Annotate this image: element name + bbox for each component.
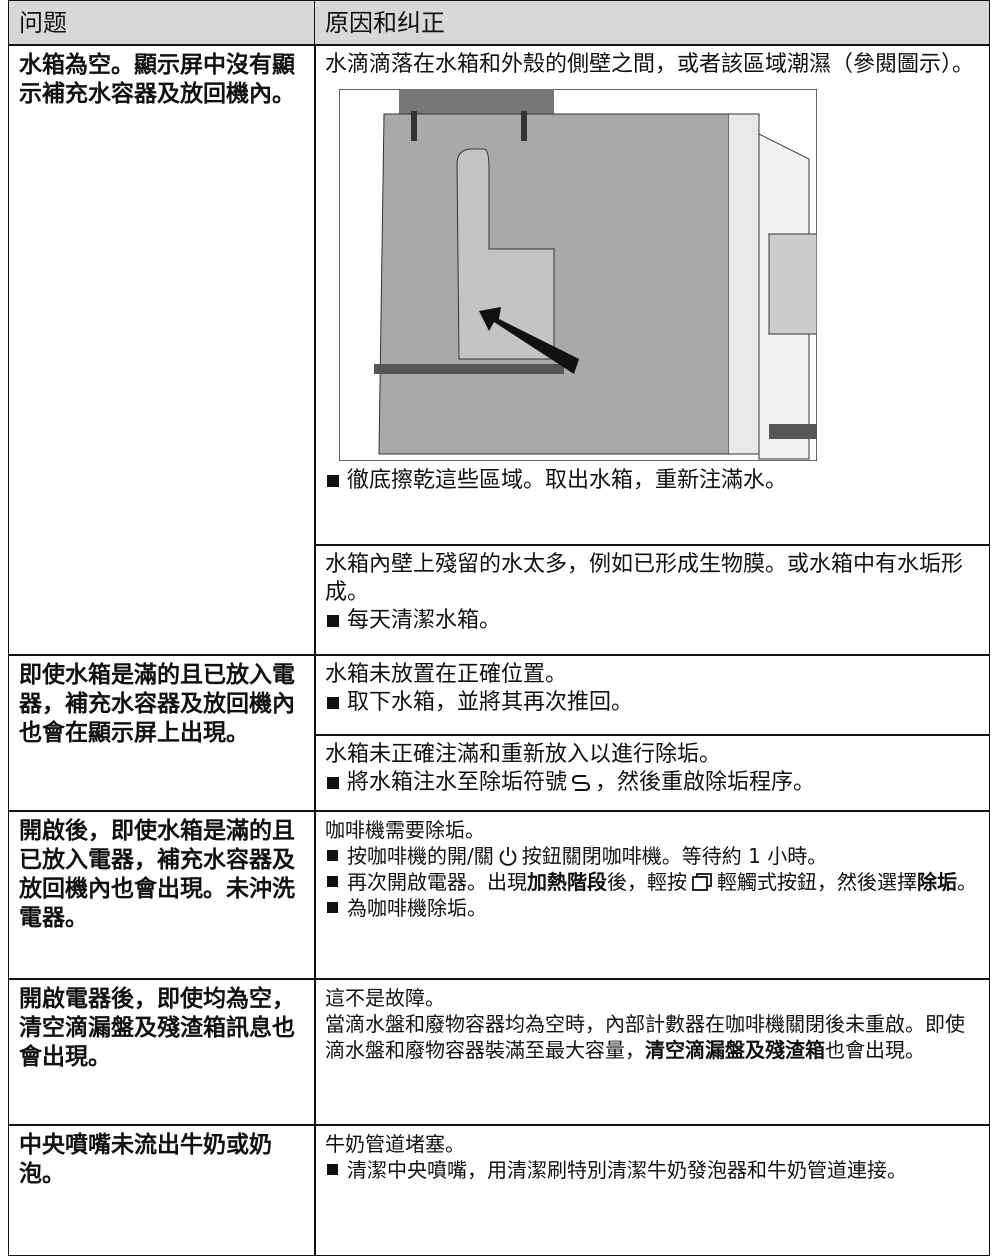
header-text: 原因和纠正: [325, 9, 445, 37]
cause: 咖啡機需要除垢。: [325, 818, 485, 842]
problem-cell: 中央噴嘴未流出牛奶或奶泡。: [8, 1124, 316, 1256]
cause-cell: 水箱內壁上殘留的水太多，例如已形成生物膜。或水箱中有水垢形成。 每天清潔水箱。: [314, 544, 990, 656]
bullet-text: 後，輕按: [607, 870, 687, 894]
header-cell: 原因和纠正: [314, 0, 990, 46]
paragraph: 當滴水盤和廢物容器均為空時，內部計數器在咖啡機關閉後未重啟。即使滴水盤和廢物容器…: [325, 1011, 979, 1063]
illustration: [339, 89, 817, 461]
bullet: 將水箱注水至除垢符號 ，然後重啟除垢程序。: [325, 769, 979, 797]
problem: 開啟電器後，即使均為空，清空滴漏盤及殘渣箱訊息也會出現。: [19, 986, 295, 1070]
cause-cell: 牛奶管道堵塞。 清潔中央噴嘴，用清潔刷特別清潔牛奶發泡器和牛奶管道連接。: [314, 1124, 990, 1256]
cause: 水滴滴落在水箱和外殼的側壁之間，或者該區域潮濕（參閱圖示）。: [325, 52, 975, 77]
paragraph-text: 也會出現。: [825, 1038, 925, 1062]
bold-text: 加熱階段: [527, 870, 607, 894]
problem-cell: 水箱為空。顯示屏中沒有顯示補充水容器及放回機內。: [8, 44, 316, 656]
cause-cell: 水箱未正確注滿和重新放入以進行除垢。 將水箱注水至除垢符號 ，然後重啟除垢程序。: [314, 734, 990, 812]
header-cell: 问题: [8, 0, 316, 46]
cause: 水箱內壁上殘留的水太多，例如已形成生物膜。或水箱中有水垢形成。: [325, 552, 964, 605]
power-icon: [499, 847, 517, 866]
bullet-text: 。: [957, 870, 977, 894]
bullet: 為咖啡機除垢。: [325, 895, 979, 921]
problem: 即使水箱是滿的且已放入電器，補充水容器及放回機內也會在顯示屏上出現。: [19, 662, 295, 746]
bullet-text: 輕觸式按鈕，然後選擇: [717, 870, 917, 894]
bullet: 取下水箱，並將其再次推回。: [325, 689, 979, 717]
cause: 這不是故障。: [325, 986, 445, 1010]
bullet-text: 按鈕關閉咖啡機。等待約 1 小時。: [521, 844, 828, 868]
cause-cell: 咖啡機需要除垢。 按咖啡機的開/關 按鈕關閉咖啡機。等待約 1 小時。 再次開啟電…: [314, 810, 990, 980]
problem: 水箱為空。顯示屏中沒有顯示補充水容器及放回機內。: [19, 52, 295, 107]
descale-icon: [572, 775, 591, 791]
header-text: 问题: [19, 9, 67, 37]
problem-cell: 開啟電器後，即使均為空，清空滴漏盤及殘渣箱訊息也會出現。: [8, 978, 316, 1126]
bullet: 清潔中央噴嘴，用清潔刷特別清潔牛奶發泡器和牛奶管道連接。: [325, 1157, 979, 1183]
cause-cell: 這不是故障。 當滴水盤和廢物容器均為空時，內部計數器在咖啡機關閉後未重啟。即使滴…: [314, 978, 990, 1126]
problem-cell: 開啟後，即使水箱是滿的且已放入電器，補充水容器及放回機內也會出現。未沖洗電器。: [8, 810, 316, 980]
cause-cell: 水滴滴落在水箱和外殼的側壁之間，或者該區域潮濕（參閱圖示）。 徹底擦乾這些區域。…: [314, 44, 990, 546]
bold-text: 清空滴漏盤及殘渣箱: [645, 1038, 825, 1062]
bullet: 每天清潔水箱。: [325, 607, 979, 635]
menu-icon: [692, 873, 712, 891]
bold-text: 除垢: [917, 870, 957, 894]
problem: 中央噴嘴未流出牛奶或奶泡。: [19, 1132, 272, 1187]
bullet-text: 按咖啡機的開/關: [347, 844, 494, 868]
bullet: 再次開啟電器。出現加熱階段後，輕按 輕觸式按鈕，然後選擇除垢。: [325, 869, 979, 895]
paragraph-text: 當滴水盤和廢物容器均為空時，內部計數器在咖啡機關閉後未重啟。即使滴水盤和廢物容器…: [325, 1012, 965, 1062]
problem: 開啟後，即使水箱是滿的且已放入電器，補充水容器及放回機內也會出現。未沖洗電器。: [19, 818, 295, 931]
bullet-text: 將水箱注水至除垢符號: [347, 770, 568, 795]
bullet: 按咖啡機的開/關 按鈕關閉咖啡機。等待約 1 小時。: [325, 843, 979, 869]
cause-cell: 水箱未放置在正確位置。 取下水箱，並將其再次推回。: [314, 654, 990, 736]
cause: 水箱未正確注滿和重新放入以進行除垢。: [325, 742, 722, 767]
problem-cell: 即使水箱是滿的且已放入電器，補充水容器及放回機內也會在顯示屏上出現。: [8, 654, 316, 812]
cause: 水箱未放置在正確位置。: [325, 662, 568, 687]
bullet-text: 再次開啟電器。出現: [347, 870, 527, 894]
cause: 牛奶管道堵塞。: [325, 1132, 465, 1156]
bullet-text: ，然後重啟除垢程序。: [595, 770, 816, 795]
bullet: 徹底擦乾這些區域。取出水箱，重新注滿水。: [325, 467, 979, 495]
